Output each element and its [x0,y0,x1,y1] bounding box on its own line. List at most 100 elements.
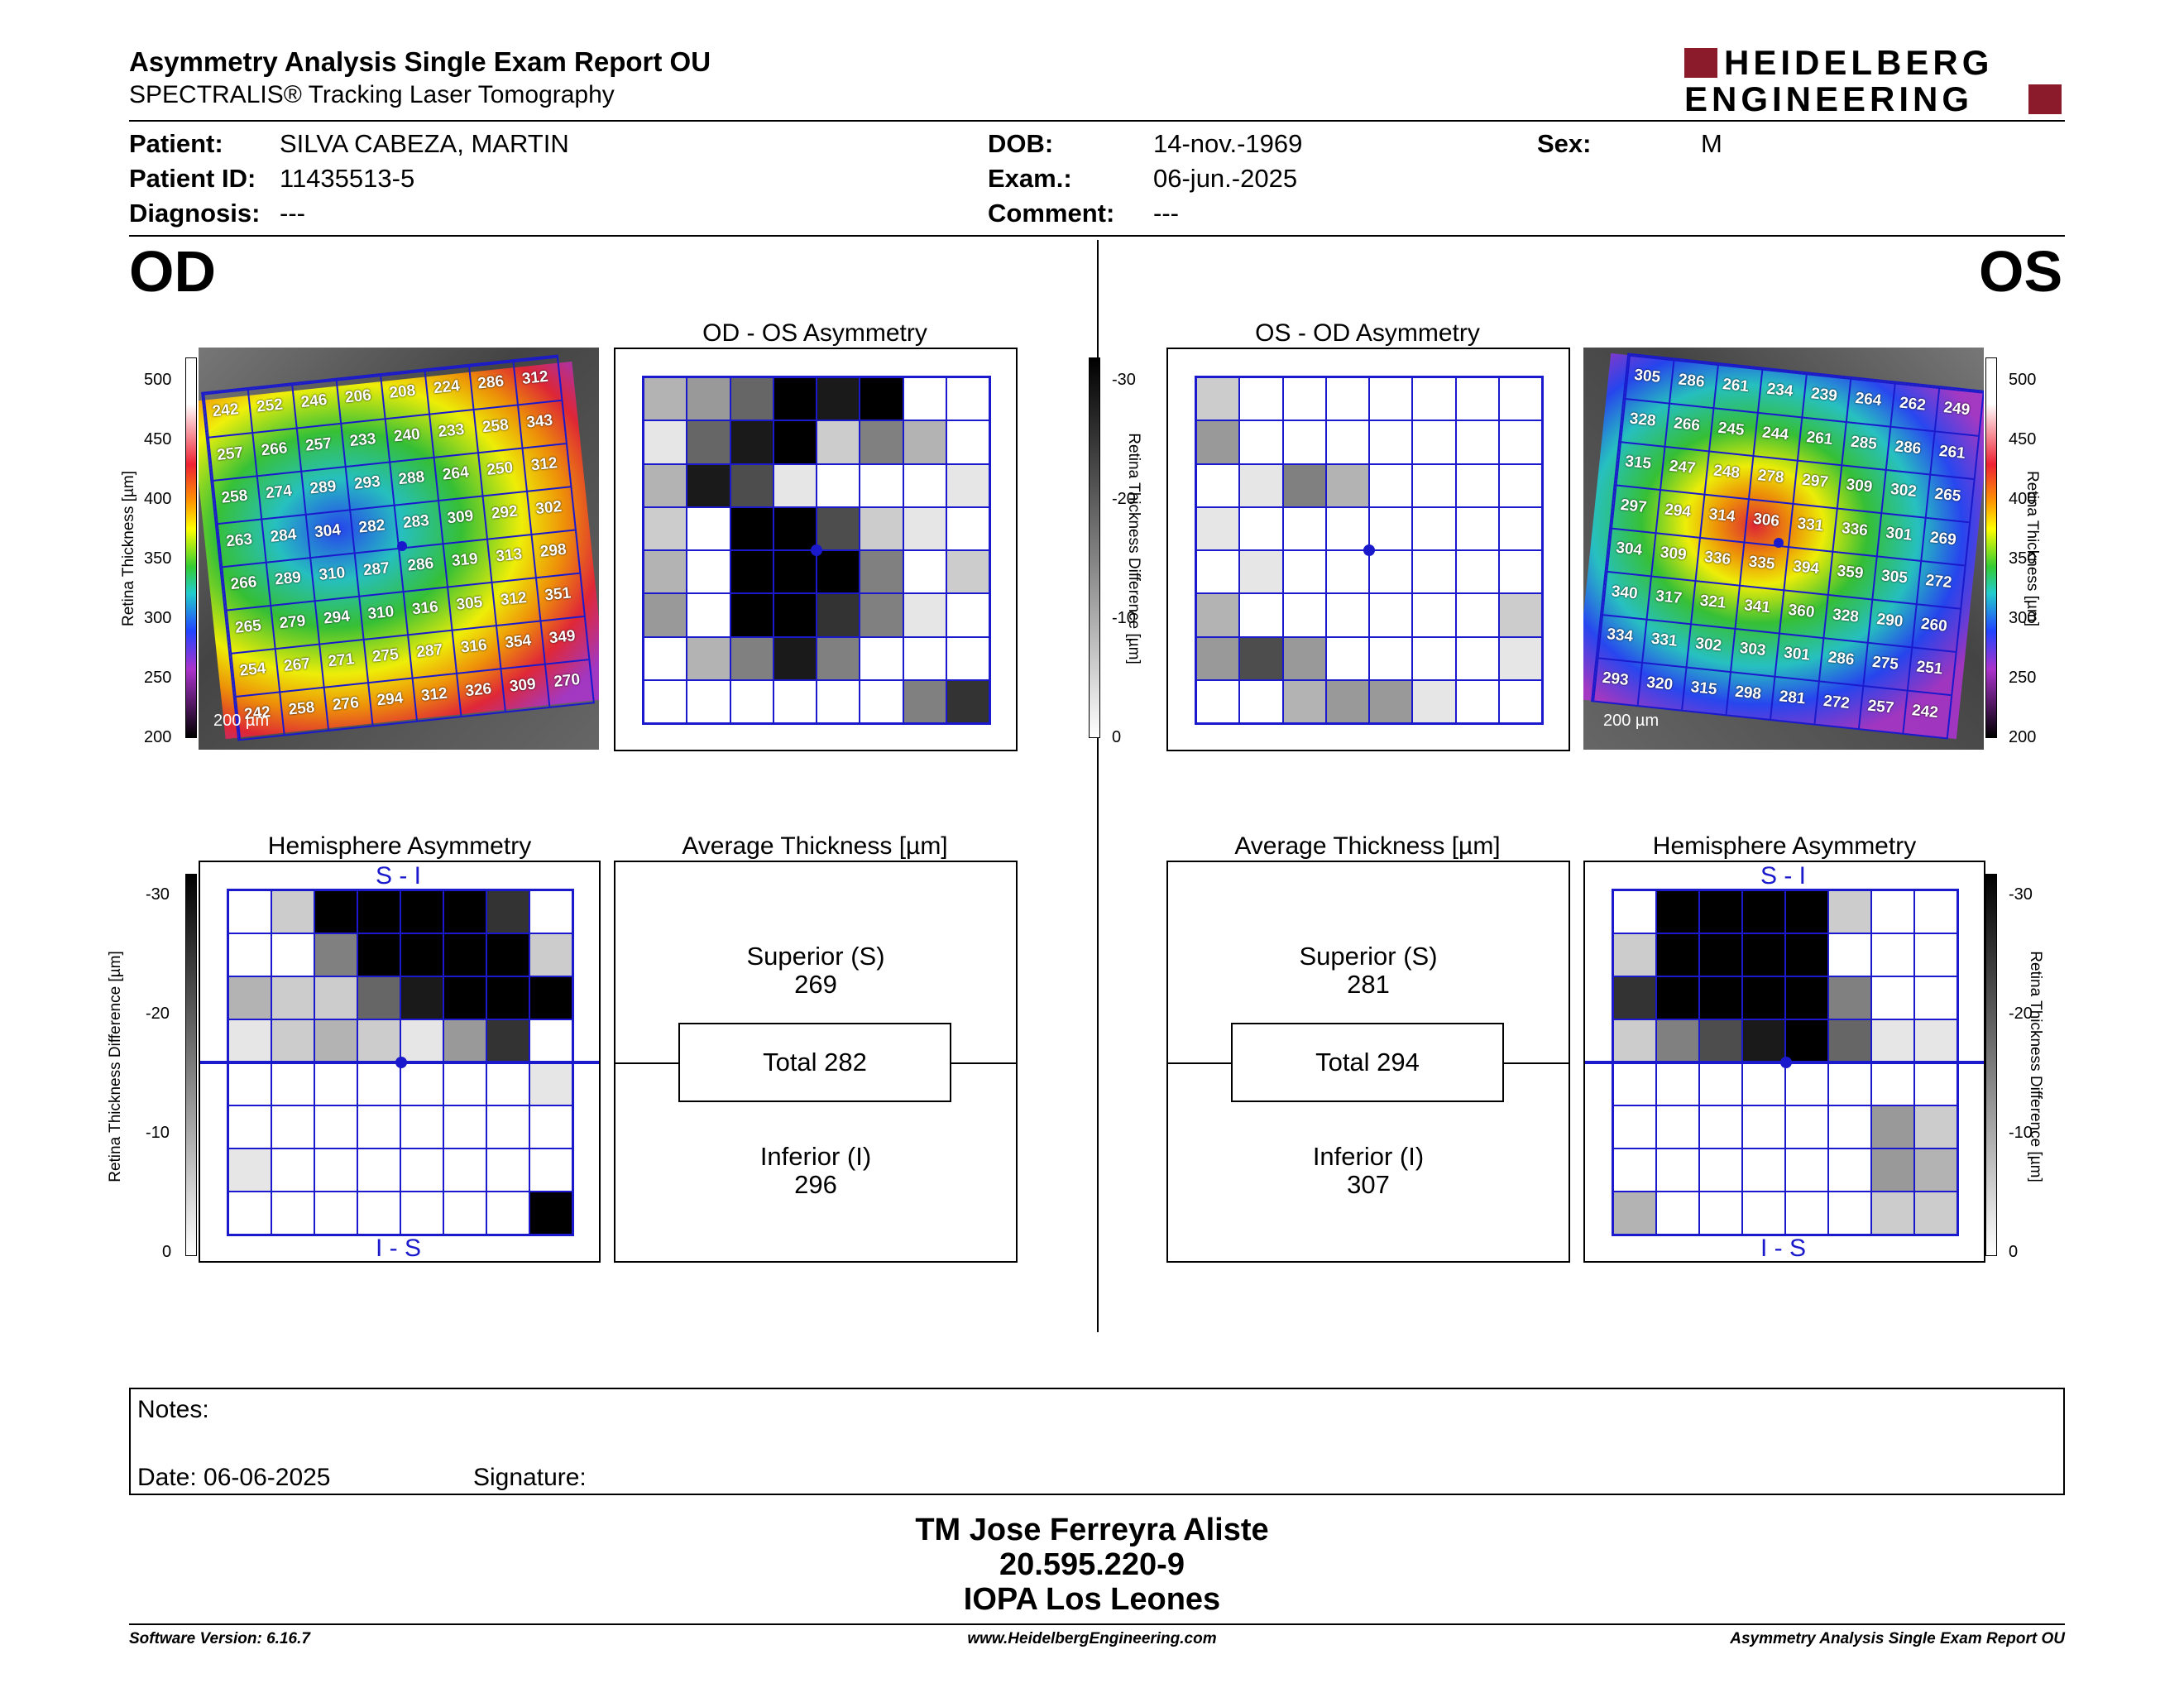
notes-box[interactable]: Notes: Date: 06-06-2025 Signature: [129,1388,2065,1495]
os-tick-450: 450 [2009,430,2037,448]
website-link[interactable]: www.HeidelbergEngineering.com [967,1630,1217,1647]
od-thickness-value: 265 [234,616,262,637]
od-diff-colorbar [185,874,197,1256]
od-asym-cell [903,593,946,637]
od-hemi-cell [228,976,271,1019]
os-asym-cell [1196,679,1240,723]
os-asym-cell [1239,550,1283,594]
os-asym-cell [1282,463,1326,507]
os-hemi-cell [1914,933,1957,976]
os-thickness-value: 336 [1841,519,1869,539]
os-asym-cell [1325,377,1369,421]
od-asym-cell [946,463,989,507]
os-asym-cell [1196,550,1240,594]
od-tick-300: 300 [144,609,172,627]
od-hemi-cell [314,890,357,933]
od-asym-cell [773,506,817,550]
os-asym-cell [1369,463,1413,507]
od-hemi-cell [357,933,400,976]
os-thickness-value: 278 [1756,467,1785,487]
os-hemi-cell [1785,1062,1828,1105]
os-asym-cell [1369,593,1413,637]
os-thickness-value: 260 [1920,615,1948,635]
os-hemi-cell [1828,1105,1871,1149]
os-asym-cell [1369,550,1413,594]
diagnosis-label: Diagnosis: [129,199,261,228]
os-asym-cell [1455,463,1499,507]
os-thickness-value: 359 [1836,562,1865,583]
os-hemi-cell [1742,976,1785,1019]
patient-divider [129,235,2065,237]
od-thickness-value: 293 [353,472,381,494]
od-asym-cell [687,506,730,550]
od-thickness-value: 258 [481,415,510,437]
od-tick-350: 350 [144,549,172,568]
od-asym-cell [687,593,730,637]
os-asym-cell [1325,506,1369,550]
od-hemi-cell [529,933,572,976]
os-asym-cell [1369,679,1413,723]
os-thickness-value: 309 [1845,476,1874,496]
os-thickness-value: 261 [1722,376,1750,396]
od-asym-cell [687,636,730,680]
os-asym-cell [1196,506,1240,550]
od-asym-cell [817,593,860,637]
od-hemi-top-label: S - I [376,862,422,890]
od-thickness-value: 252 [256,396,284,416]
os-total-box: Total 294 [1231,1023,1504,1102]
od-asym-cell [730,506,774,550]
od-asym-cell [730,463,774,507]
od-hemi-cell [529,1019,572,1062]
od-hemi-tick-30: -30 [146,885,170,904]
od-asym-cell [817,506,860,550]
os-hemi-cell [1699,1019,1742,1062]
os-hemi-cell [1785,1105,1828,1149]
od-hemi-cell [357,1105,400,1149]
header-divider [129,120,2065,122]
od-thickness-value: 258 [287,698,316,719]
os-asym-cell [1282,377,1326,421]
od-total-box: Total 282 [678,1023,951,1102]
od-asym-cell [903,550,946,594]
od-hemi-cell [529,1192,572,1235]
os-thickness-value: 242 [1911,701,1939,722]
od-hemi-cell [314,976,357,1019]
od-hemi-bottom-label: I - S [376,1235,422,1262]
os-asym-cell [1196,593,1240,637]
os-hemi-cell [1914,1019,1957,1062]
os-thickness-value: 294 [1664,501,1693,521]
od-thickness-value: 326 [464,679,493,700]
os-thickness-value: 286 [1894,437,1923,458]
os-hemi-cell [1785,933,1828,976]
os-asym-cell [1196,420,1240,464]
od-asym-cell [946,420,989,464]
od-hemi-cell [486,1105,529,1149]
od-inferior-value: 296 [794,1170,837,1199]
os-asym-cell [1412,463,1456,507]
od-thickness-value: 287 [415,641,444,662]
od-hemi-cell [357,1149,400,1192]
os-asym-cell [1455,593,1499,637]
od-thickness-axis-label: Retina Thickness [µm] [120,471,137,626]
od-thickness-value: 292 [490,502,519,523]
os-hemi-cell [1656,933,1699,976]
od-superior-label: Superior (S) [746,942,885,971]
os-thickness-value: 249 [1942,399,1971,420]
os-thickness-value: 281 [1778,687,1807,708]
od-hemi-cell [228,933,271,976]
od-thickness-value: 313 [495,545,524,566]
od-tick-250: 250 [144,669,172,687]
os-hemi-cell [1828,1192,1871,1235]
od-thickness-value: 240 [393,425,421,446]
od-thickness-map: 242 252 246 206 208 224 286 312 257 266 257 233 240 2… [199,348,599,750]
od-hemi-tick-20: -20 [146,1005,170,1023]
od-asym-title: OD - OS Asymmetry [702,319,927,347]
od-thickness-value: 304 [314,520,342,541]
os-avg-panel: Superior (S) 281 Total 294 Inferior (I) … [1166,861,1570,1263]
os-hemi-cell [1656,1105,1699,1149]
od-superior-value: 269 [794,970,837,999]
os-hemi-cell [1828,1062,1871,1105]
os-inferior-label: Inferior (I) [1312,1142,1425,1171]
os-hemi-cell [1871,890,1914,933]
od-thickness-value: 312 [520,367,549,389]
